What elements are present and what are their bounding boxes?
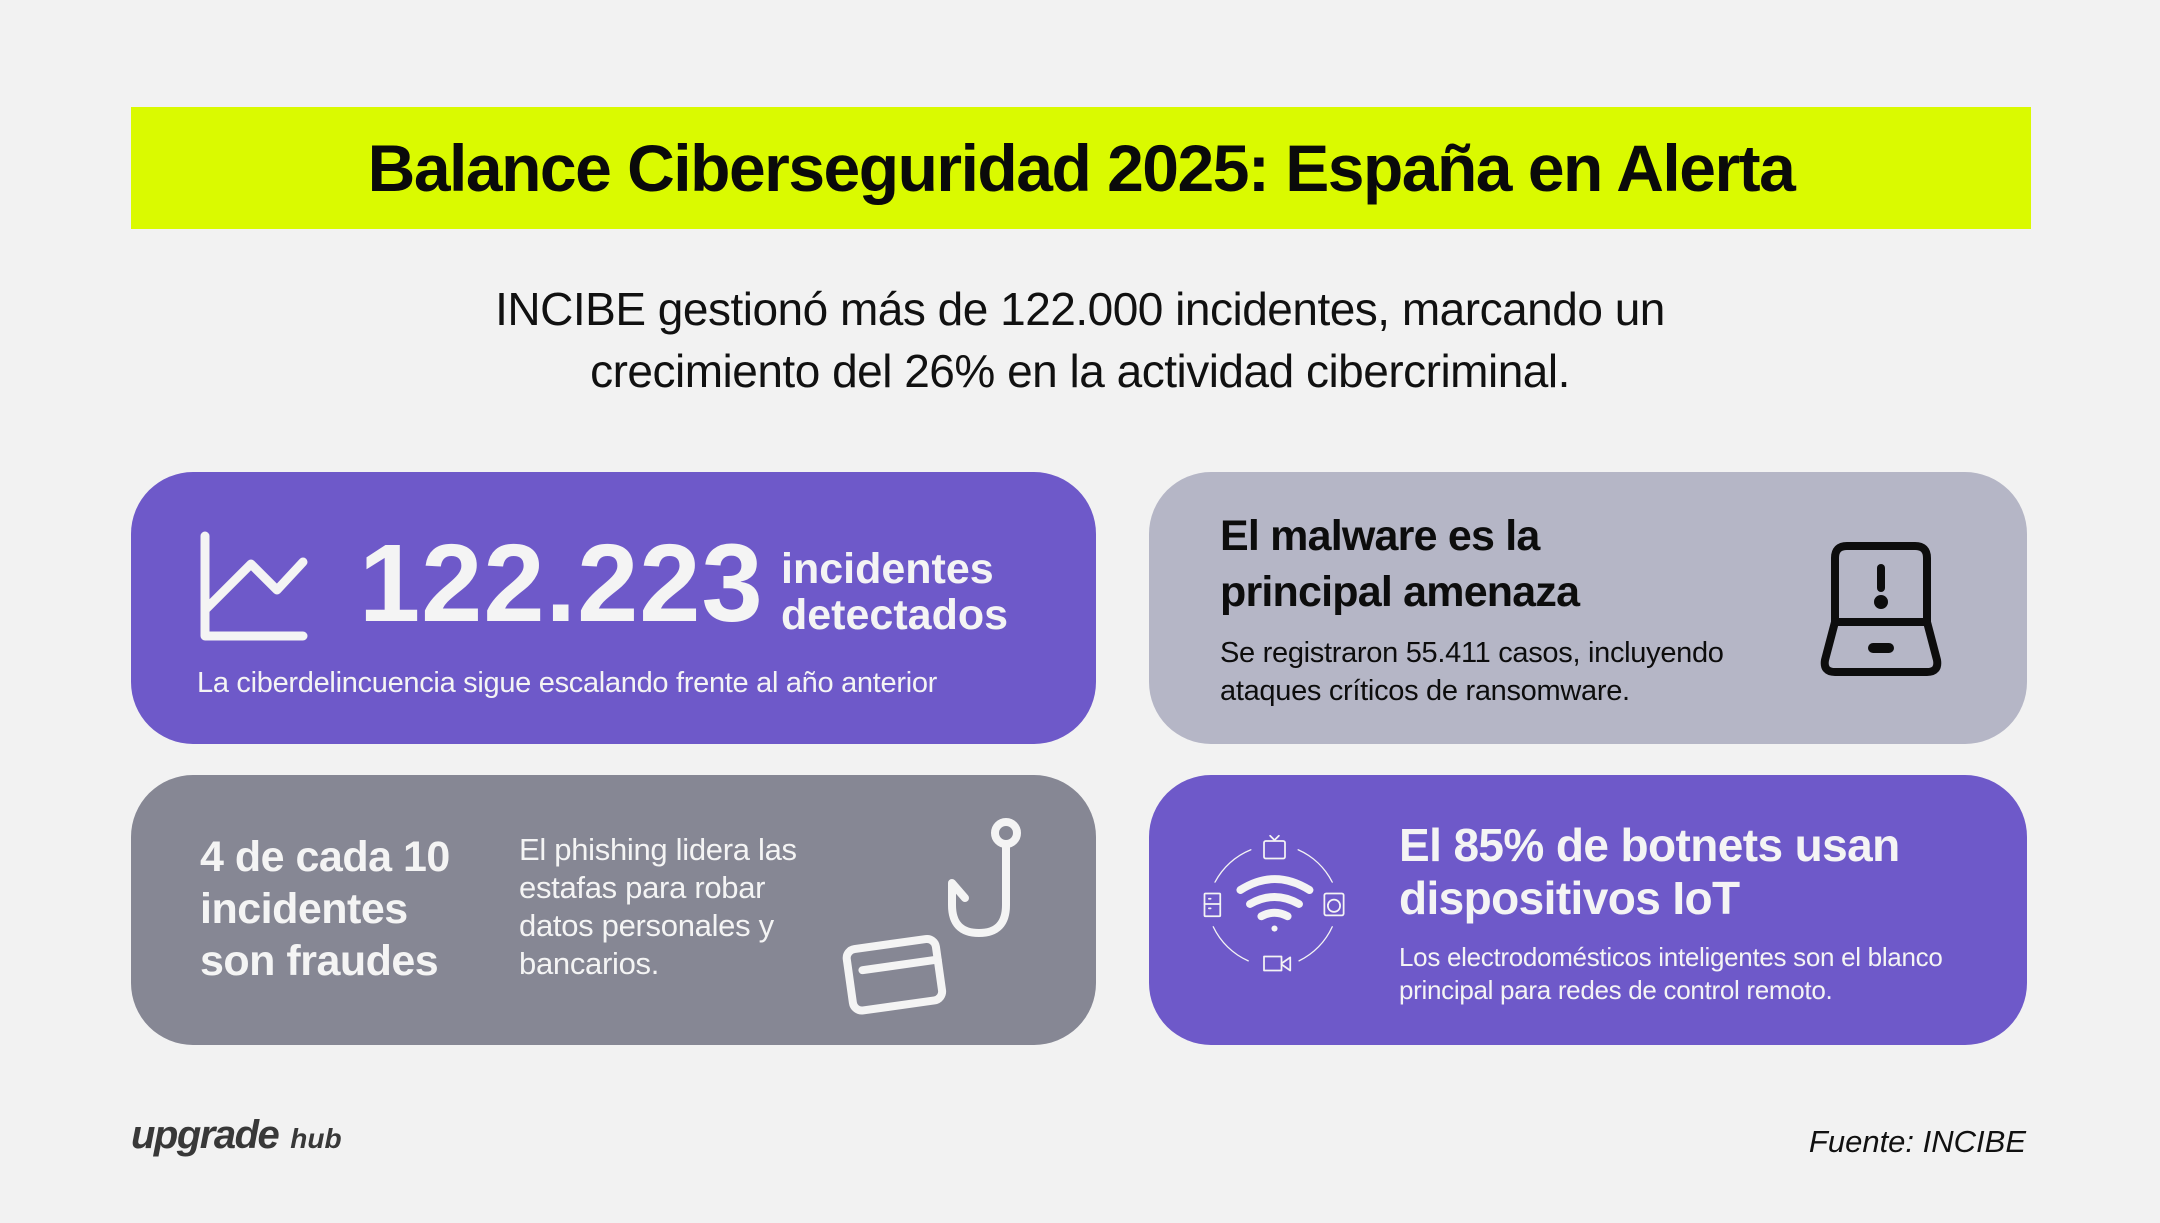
tv-icon [1263, 834, 1286, 860]
fridge-icon [1203, 892, 1222, 918]
malware-title-line-1: El malware es la [1220, 512, 1540, 560]
title-banner: Balance Ciberseguridad 2025: España en A… [131, 107, 2031, 229]
malware-title: El malware es la principal amenaza [1220, 508, 1580, 620]
fraud-description-line-2: estafas para robar [519, 870, 766, 905]
botnets-description-line-2: principal para redes de control remoto. [1399, 975, 1833, 1005]
fishing-hook-icon [948, 818, 1021, 937]
botnets-title-line-1: El 85% de botnets usan [1399, 819, 1900, 871]
incidents-label-line-2: detectados [781, 591, 1009, 639]
fraud-description: El phishing lidera las estafas para roba… [519, 831, 849, 983]
credit-card-icon [842, 934, 947, 1015]
fraud-title-line-3: son fraudes [200, 937, 439, 985]
wifi-icon [1236, 875, 1314, 921]
line-chart-icon [200, 531, 308, 641]
logo-main-text: upgrade [131, 1113, 280, 1157]
botnets-description-line-1: Los electrodomésticos inteligentes son e… [1399, 942, 1943, 972]
malware-card: El malware es la principal amenaza Se re… [1149, 472, 2027, 744]
botnets-card: El 85% de botnets usan dispositivos IoT … [1149, 775, 2027, 1045]
iot-network-icon [1203, 834, 1345, 972]
botnets-title-line-2: dispositivos IoT [1399, 872, 1740, 924]
fraud-title: 4 de cada 10 incidentes son fraudes [200, 831, 450, 987]
incidents-description: La ciberdelincuencia sigue escalando fre… [197, 667, 938, 699]
malware-title-line-2: principal amenaza [1220, 568, 1580, 616]
page-title: Balance Ciberseguridad 2025: España en A… [367, 131, 1796, 205]
incidents-card: 122.223 incidentes detectados La ciberde… [131, 472, 1096, 744]
source-credit: Fuente: INCIBE [1808, 1124, 2026, 1159]
fraud-description-line-1: El phishing lidera las [519, 832, 797, 867]
malware-description-line-2: ataques críticos de ransomware. [1220, 675, 1630, 707]
fraud-icons [842, 818, 1021, 1015]
incidents-label: incidentes detectados [781, 546, 1008, 638]
upgrade-hub-logo: upgrade hub [131, 1113, 342, 1158]
fraud-card: 4 de cada 10 incidentes son fraudes El p… [131, 775, 1096, 1045]
fraud-title-line-2: incidentes [200, 885, 408, 933]
washing-machine-icon [1323, 892, 1345, 917]
intro-line-1: INCIBE gestionó más de 122.000 incidente… [495, 283, 1665, 335]
fraud-description-line-4: bancarios. [519, 946, 660, 981]
malware-description-line-1: Se registraron 55.411 casos, incluyendo [1220, 637, 1724, 669]
incidents-count: 122.223 [359, 522, 764, 645]
botnets-description: Los electrodomésticos inteligentes son e… [1399, 941, 1943, 1007]
logo-sub-text: hub [290, 1123, 342, 1154]
video-camera-icon [1263, 955, 1292, 972]
laptop-warning-icon [1820, 542, 1942, 676]
intro-line-2: crecimiento del 26% en la actividad cibe… [590, 345, 1570, 397]
intro-text: INCIBE gestionó más de 122.000 incidente… [300, 278, 1860, 402]
incidents-label-line-1: incidentes [781, 545, 994, 593]
fraud-description-line-3: datos personales y [519, 908, 774, 943]
botnets-title: El 85% de botnets usan dispositivos IoT [1399, 819, 1900, 925]
fraud-title-line-1: 4 de cada 10 [200, 833, 450, 881]
malware-description: Se registraron 55.411 casos, incluyendo … [1220, 634, 1724, 710]
